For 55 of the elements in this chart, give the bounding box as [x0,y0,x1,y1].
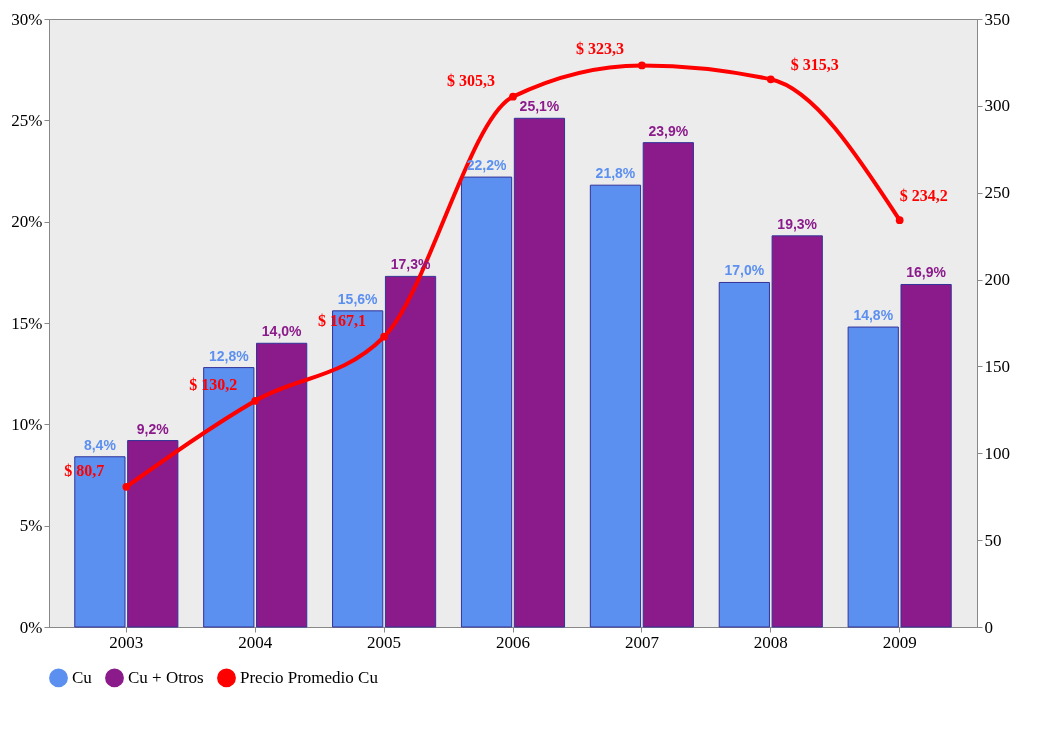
point [509,92,517,101]
data-label: $ 305,3 [447,71,495,89]
x-tick-label: 2006 [496,632,530,652]
data-label: $ 80,7 [64,461,105,479]
data-label: 15,6% [337,290,379,307]
bar [513,117,566,628]
bar [384,275,437,628]
data-label: $ 323,3 [575,40,624,58]
bar [332,310,384,628]
y-tick-label: 10% [11,414,43,434]
bar [589,184,642,628]
legend-label: Cu + Otros [128,667,204,687]
data-label: 23,9% [648,122,689,139]
y-tick-label: 0% [19,617,43,637]
data-label: 17,0% [724,262,765,279]
y2-tick-label: 300 [984,96,1010,116]
y2-tick-label: 200 [984,270,1010,290]
x-tick-label: 2005 [367,632,402,652]
data-label: 14,0% [261,323,303,340]
point [895,216,904,225]
point [122,482,131,491]
x-tick-label: 2007 [624,632,660,652]
x-tick-label: 2008 [753,632,788,652]
x-tick-label: 2009 [882,632,917,652]
point [638,61,646,70]
y2-tick-label: 350 [984,9,1010,29]
legend-label: Cu [72,667,93,687]
data-label: $ 234,2 [899,187,948,205]
point [766,75,775,84]
y-tick-label: 20% [11,212,43,232]
bar [642,142,694,628]
data-label: 9,2% [136,420,170,437]
point [251,396,260,405]
y-tick-label: 30% [11,9,43,29]
y-tick-label: 5% [19,516,43,536]
y2-tick-label: 150 [984,356,1010,376]
data-label: 16,9% [906,264,947,281]
x-tick-label: 2004 [238,632,273,652]
data-label: $ 315,3 [790,56,839,74]
x-tick-label: 2003 [109,632,144,652]
data-label: 21,8% [595,165,636,182]
y-tick-label: 15% [11,313,43,333]
y2-tick-label: 250 [984,183,1010,203]
legend-label: Precio Promedio Cu [240,667,379,687]
y2-tick-label: 0 [984,617,993,637]
y-tick-label: 25% [11,110,43,130]
data-label: 14,8% [853,307,894,324]
data-label: 8,4% [83,436,117,453]
y2-tick-label: 50 [984,530,1002,550]
y2-tick-label: 100 [984,443,1010,463]
data-label: 12,8% [208,347,250,364]
bar [460,176,513,628]
data-label: 25,1% [519,98,560,115]
point [380,332,388,341]
data-label: 19,3% [777,215,818,232]
